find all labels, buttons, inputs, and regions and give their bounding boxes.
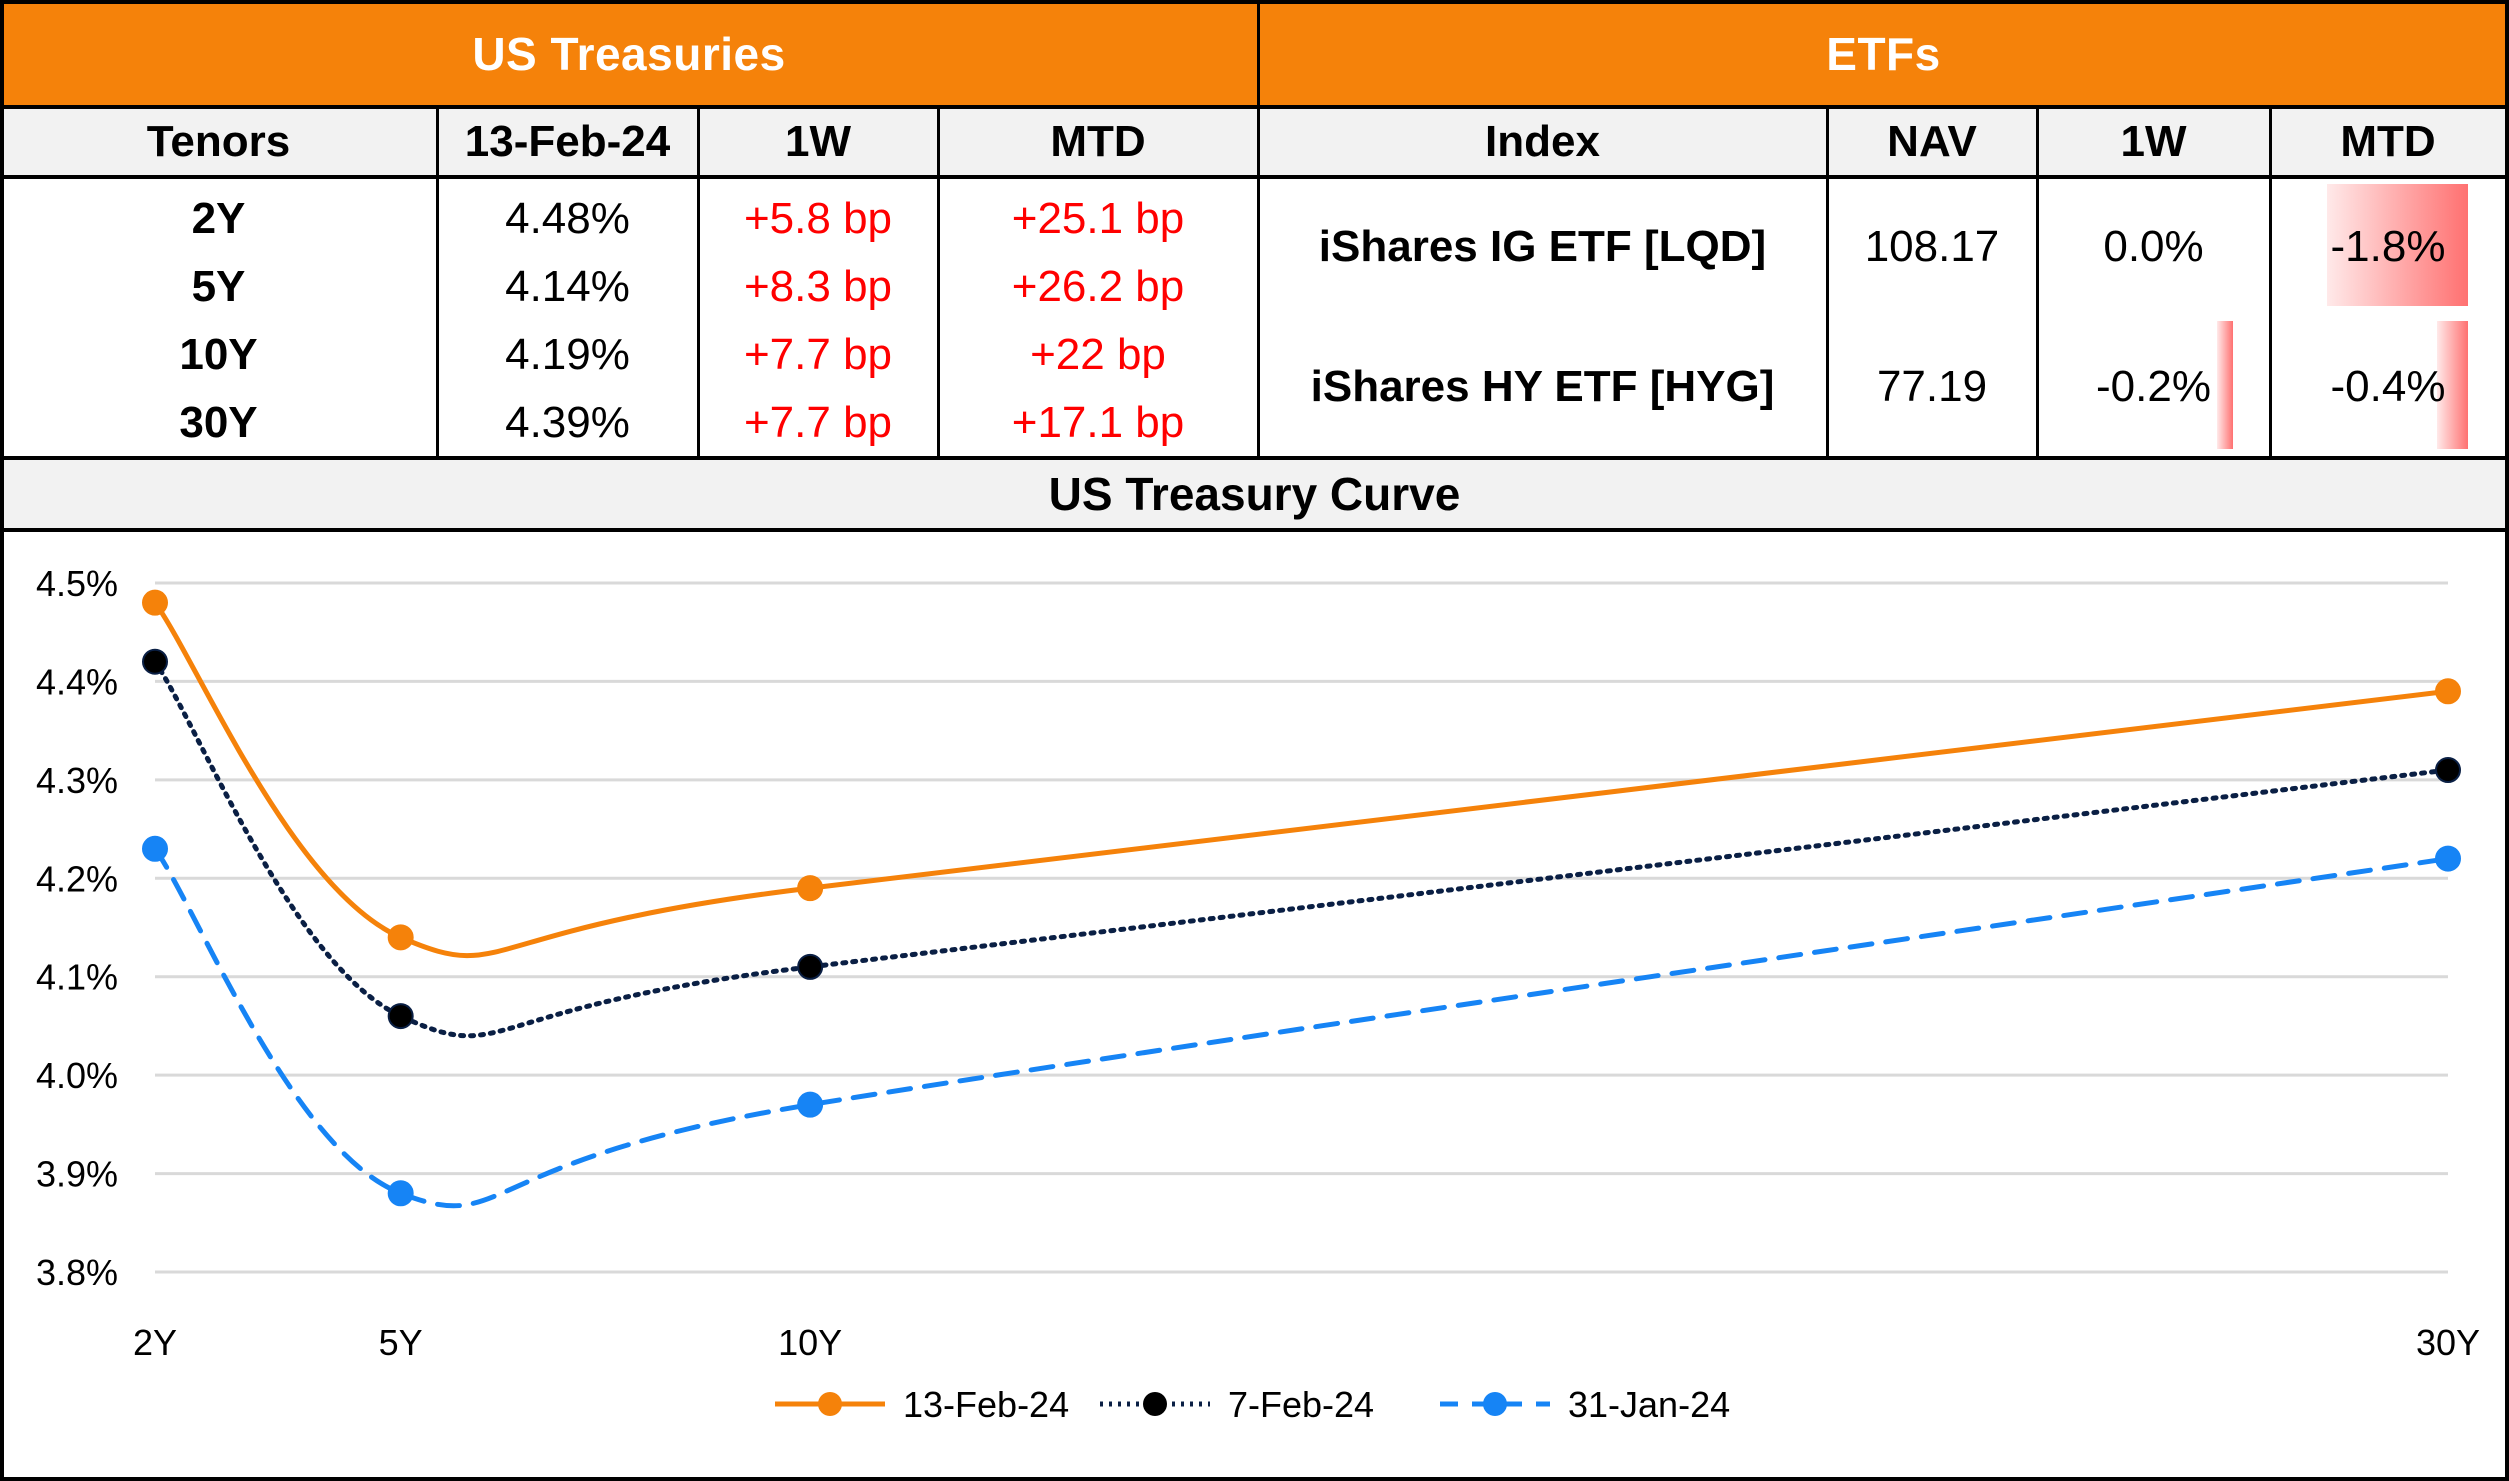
data-point	[142, 589, 168, 616]
y-tick-label: 4.0%	[36, 1055, 118, 1096]
legend-item: 13-Feb-24	[775, 1384, 1069, 1425]
treasuries-title: US Treasuries	[472, 27, 786, 80]
col-header-1w: 1W	[698, 107, 938, 177]
data-point	[797, 1091, 824, 1118]
x-tick-label: 5Y	[379, 1322, 423, 1363]
y-tick-label: 3.8%	[36, 1252, 118, 1293]
etfs-title: ETFs	[1826, 27, 1941, 80]
data-point	[797, 953, 824, 980]
yield-cell: 4.39%	[505, 398, 630, 447]
y-tick-label: 4.4%	[36, 661, 118, 702]
col-header-tenors: Tenors	[0, 107, 437, 177]
legend-item: 31-Jan-24	[1440, 1384, 1730, 1425]
data-point	[387, 1003, 414, 1030]
data-point	[2435, 845, 2461, 872]
y-tick-label: 3.9%	[36, 1154, 118, 1195]
etf-nav-cell: 108.17	[1864, 222, 2000, 271]
yield-cell: 4.48%	[505, 194, 630, 243]
etf-w1-cell: 0.0%	[2103, 222, 2204, 271]
tenor-cell: 10Y	[179, 330, 258, 379]
series-7-Feb-24	[142, 648, 2461, 1039]
databar-hyg-mtd	[2436, 321, 2469, 449]
w1-cell: +5.8 bp	[743, 194, 893, 243]
y-tick-label: 4.5%	[36, 563, 118, 604]
tenor-cell: 5Y	[191, 262, 246, 311]
y-tick-label: 4.3%	[36, 760, 118, 801]
series-line	[152, 846, 2451, 1209]
yield-cell: 4.19%	[505, 330, 630, 379]
legend-label: 31-Jan-24	[1568, 1384, 1730, 1425]
treasuries-header: US Treasuries	[0, 0, 1258, 107]
etf-name-cell: iShares HY ETF [HYG]	[1310, 362, 1775, 411]
legend-label: 7-Feb-24	[1228, 1384, 1374, 1425]
legend-marker	[1483, 1392, 1507, 1416]
etf-w1-cell: -0.2%	[2096, 362, 2211, 411]
data-point	[797, 875, 824, 902]
legend-marker	[818, 1392, 842, 1416]
tenor-cell: 30Y	[179, 398, 258, 447]
etf-mtd-cell: -0.4%	[2330, 362, 2446, 411]
y-tick-label: 4.2%	[36, 858, 118, 899]
etf-mtd-cell: -1.8%	[2330, 222, 2446, 271]
col-header-date: 13-Feb-24	[437, 107, 698, 177]
series-line	[152, 659, 2451, 1039]
series-line	[152, 600, 2451, 959]
col-header-etf-1w: 1W	[2037, 107, 2270, 177]
mtd-cell: +22 bp	[1030, 330, 1166, 379]
etf-nav-cell: 77.19	[1876, 362, 1988, 411]
col-header-index: Index	[1258, 107, 1827, 177]
w1-cell: +8.3 bp	[743, 262, 893, 311]
w1-cell: +7.7 bp	[743, 330, 893, 379]
yield-cell: 4.14%	[505, 262, 630, 311]
chart-title: US Treasury Curve	[0, 458, 2509, 530]
x-tick-label: 10Y	[778, 1322, 842, 1363]
legend-marker	[1143, 1392, 1167, 1416]
series-31-Jan-24	[142, 835, 2461, 1209]
databar-hyg-1w	[2217, 321, 2233, 449]
data-point	[387, 1180, 414, 1207]
series-13-Feb-24	[142, 589, 2461, 959]
col-header-etf-mtd: MTD	[2270, 107, 2506, 177]
w1-cell: +7.7 bp	[743, 398, 893, 447]
mtd-cell: +17.1 bp	[1011, 398, 1185, 447]
databar-lqd-mtd	[2326, 184, 2469, 306]
data-point	[2435, 678, 2461, 705]
data-point	[387, 924, 414, 951]
data-point	[142, 835, 168, 862]
data-point	[142, 648, 168, 675]
y-tick-label: 4.1%	[36, 957, 118, 998]
tenor-cell: 2Y	[191, 194, 246, 243]
mtd-cell: +26.2 bp	[1011, 262, 1185, 311]
legend-item: 7-Feb-24	[1100, 1384, 1374, 1425]
legend-label: 13-Feb-24	[903, 1384, 1069, 1425]
x-tick-label: 2Y	[133, 1322, 177, 1363]
data-point	[2435, 757, 2461, 784]
col-header-mtd: MTD	[938, 107, 1258, 177]
x-tick-label: 30Y	[2416, 1322, 2480, 1363]
col-header-nav: NAV	[1827, 107, 2037, 177]
mtd-cell: +25.1 bp	[1011, 194, 1185, 243]
etfs-header: ETFs	[1258, 0, 2509, 107]
etf-name-cell: iShares IG ETF [LQD]	[1318, 222, 1767, 271]
